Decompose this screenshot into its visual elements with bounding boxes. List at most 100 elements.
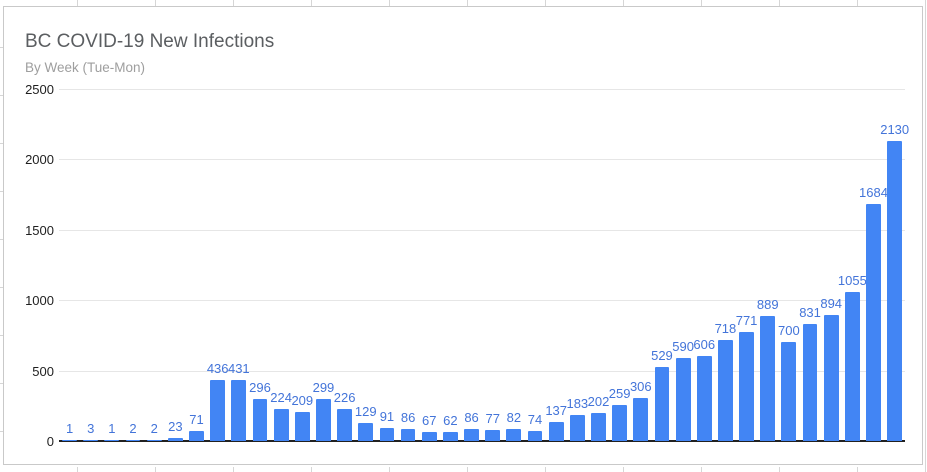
bar-value-label: 894 (820, 296, 843, 312)
y-gridline (59, 159, 905, 161)
bar-slot: 306 (629, 89, 652, 441)
bar[interactable] (189, 431, 204, 441)
x-axis-baseline (59, 440, 905, 442)
bar[interactable] (527, 430, 543, 441)
bar-slot: 137 (545, 89, 567, 441)
bar[interactable] (442, 432, 458, 441)
bar[interactable] (718, 339, 733, 441)
bar[interactable] (62, 440, 77, 441)
bar-slot: 74 (524, 89, 545, 441)
bar-value-label: 91 (379, 409, 395, 425)
bar-value-label: 889 (756, 296, 779, 312)
bar-slot: 3 (80, 89, 101, 441)
bar[interactable] (252, 399, 268, 441)
bar[interactable] (696, 355, 712, 441)
y-axis-tick-label: 0 (46, 434, 54, 449)
bar-value-label: 1055 (837, 273, 867, 289)
bar[interactable] (739, 332, 754, 441)
bar[interactable] (125, 440, 141, 441)
bar[interactable] (802, 324, 818, 441)
bar[interactable] (421, 431, 437, 441)
bar[interactable] (654, 366, 670, 441)
spreadsheet-grid-top-sliver (0, 0, 927, 6)
bar-series: 1 3 1 2 2 23 71 436 431 296 224 209 299 226 129 91 86 67 6… (59, 89, 909, 441)
bar-slot: 1684 (859, 89, 888, 441)
bar[interactable] (506, 429, 522, 441)
bar-slot: 771 (736, 89, 757, 441)
bar-value-label: 306 (629, 378, 652, 394)
bar[interactable] (633, 397, 649, 441)
bar[interactable] (781, 342, 797, 441)
bar[interactable] (464, 428, 479, 441)
y-axis-tick-label: 1000 (25, 293, 54, 309)
bar-slot: 299 (313, 89, 334, 441)
bar-value-label: 3 (87, 421, 95, 437)
bar-value-label: 67 (422, 412, 437, 428)
bar[interactable] (337, 409, 352, 441)
bar-value-label: 259 (608, 385, 631, 401)
bar-slot: 529 (651, 89, 673, 441)
bar-value-label: 718 (714, 320, 737, 336)
bar[interactable] (146, 440, 162, 441)
bar-value-label: 1684 (859, 184, 888, 200)
bar[interactable] (273, 409, 289, 441)
bar[interactable] (675, 357, 691, 441)
bar[interactable] (823, 315, 839, 441)
bar-value-label: 700 (778, 323, 800, 339)
bar-value-label: 529 (651, 347, 673, 363)
bar-slot: 436 (207, 89, 229, 441)
bar-slot: 889 (756, 89, 779, 441)
bar-slot: 209 (291, 89, 313, 441)
bar-slot: 1055 (838, 89, 867, 441)
bar-slot: 82 (503, 89, 524, 441)
bar[interactable] (760, 315, 776, 441)
bar[interactable] (548, 421, 564, 441)
bar-value-label: 74 (527, 411, 543, 427)
bar-value-label: 71 (189, 412, 204, 428)
bar-slot: 1 (59, 89, 80, 441)
bar-slot: 718 (715, 89, 736, 441)
bar-value-label: 606 (693, 336, 716, 352)
bar[interactable] (210, 379, 226, 441)
spreadsheet-grid-left-sliver (0, 0, 3, 472)
bar[interactable] (379, 428, 395, 441)
bar[interactable] (844, 292, 860, 441)
bar-slot: 606 (693, 89, 716, 441)
bar[interactable] (569, 415, 585, 441)
bar-slot: 86 (398, 89, 419, 441)
bar-slot: 23 (165, 89, 186, 441)
bar-value-label: 831 (799, 305, 821, 320)
bar[interactable] (485, 430, 501, 441)
bar[interactable] (400, 428, 416, 441)
spreadsheet-grid-right-column-line (925, 0, 926, 472)
y-gridline (59, 300, 905, 302)
bar-value-label: 2 (150, 421, 158, 437)
bar[interactable] (83, 440, 99, 441)
bar-value-label: 202 (587, 393, 610, 409)
bar[interactable] (591, 412, 606, 441)
bar-slot: 296 (249, 89, 271, 441)
bar[interactable] (167, 437, 183, 441)
bar[interactable] (612, 404, 628, 441)
chart-container[interactable]: BC COVID-19 New Infections By Week (Tue-… (3, 6, 923, 465)
y-axis-tick-label: 1500 (25, 222, 54, 238)
bar[interactable] (866, 203, 881, 441)
bar-slot: 2 (122, 89, 143, 441)
bar-slot: 2130 (880, 89, 909, 441)
bar-slot: 894 (820, 89, 843, 441)
bar-value-label: 77 (485, 411, 500, 427)
bar[interactable] (358, 422, 374, 441)
bar-slot: 431 (228, 89, 250, 441)
bar[interactable] (231, 380, 247, 441)
bar[interactable] (104, 440, 120, 441)
y-gridline (59, 89, 905, 90)
bar-value-label: 296 (249, 380, 271, 396)
chart-title: BC COVID-19 New Infections (25, 31, 275, 52)
bar[interactable] (316, 398, 331, 441)
bar-slot: 226 (334, 89, 355, 441)
bar-value-label: 299 (312, 379, 335, 395)
bar-slot: 700 (778, 89, 800, 441)
bar-value-label: 1 (108, 421, 116, 437)
bar[interactable] (887, 141, 903, 441)
bar[interactable] (294, 411, 310, 441)
